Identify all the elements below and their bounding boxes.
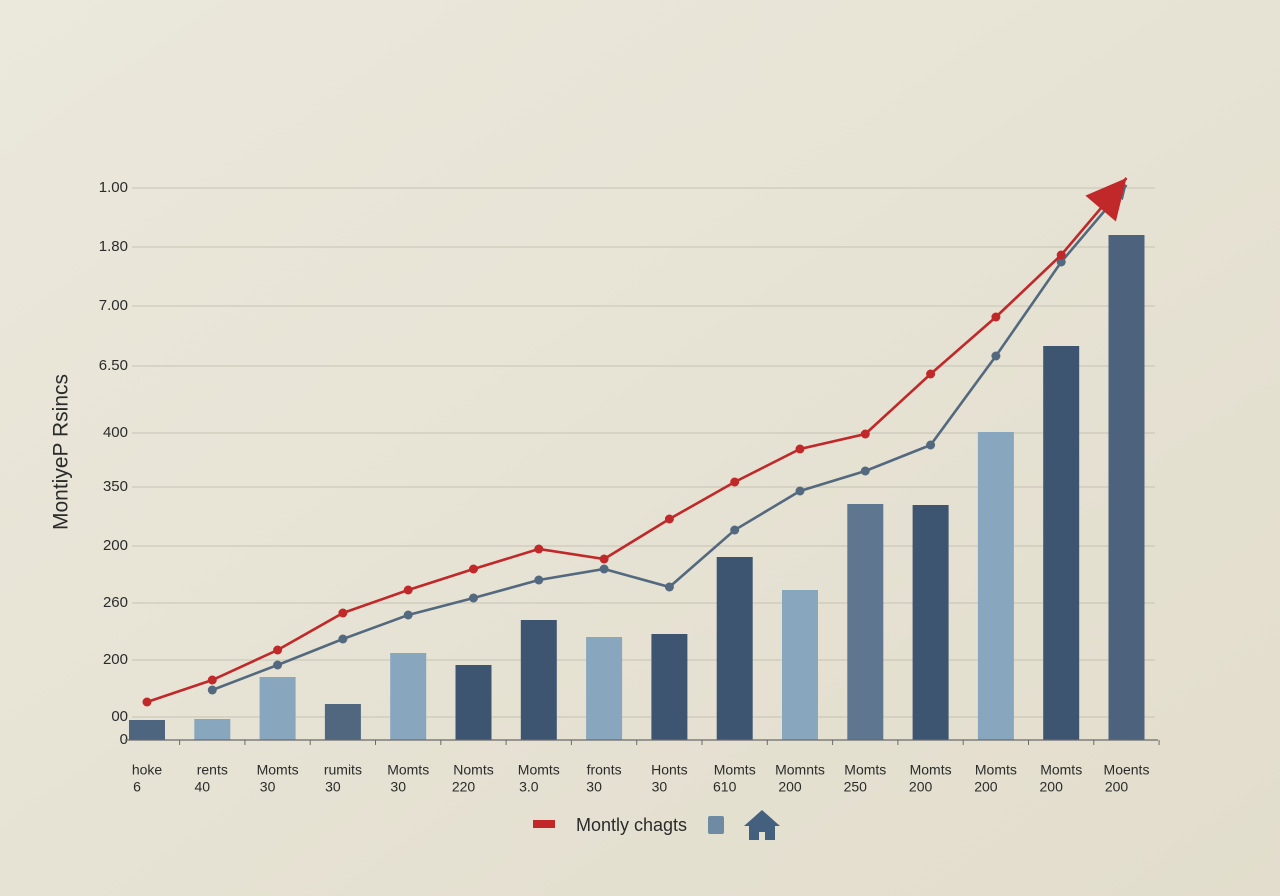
y-tick-label: 1.80	[99, 238, 128, 255]
point	[730, 525, 740, 535]
legend: Montly chagts	[533, 810, 780, 840]
x-tick-label: fronts	[587, 762, 622, 778]
bar	[1043, 346, 1080, 740]
bar	[324, 704, 361, 740]
point	[1056, 257, 1066, 267]
y-tick-label: 00	[111, 708, 128, 725]
bar	[586, 637, 623, 740]
x-tick-label: Momts	[518, 762, 560, 778]
y-tick-label: 0	[120, 731, 128, 748]
point	[534, 544, 544, 554]
x-tick-sublabel: 200	[909, 779, 933, 795]
point	[403, 585, 413, 595]
bar	[847, 504, 884, 740]
point	[338, 608, 348, 618]
point	[142, 697, 152, 707]
point	[403, 610, 413, 620]
bar	[520, 620, 557, 740]
y-tick-label: 400	[103, 424, 128, 441]
point	[273, 660, 283, 670]
y-tick-label: 1.00	[99, 179, 128, 196]
point	[207, 675, 217, 685]
x-tick-sublabel: 30	[652, 779, 668, 795]
arrowhead	[1085, 178, 1127, 222]
bar	[716, 557, 753, 740]
x-tick-sublabel: 200	[1105, 779, 1129, 795]
point	[273, 645, 283, 655]
bar	[390, 653, 427, 740]
x-tick-sublabel: 200	[778, 779, 802, 795]
point	[534, 575, 544, 585]
x-tick-sublabel: 6	[133, 779, 141, 795]
y-tick-label: 200	[103, 651, 128, 668]
bar	[912, 505, 949, 740]
x-tick-sublabel: 250	[844, 779, 868, 795]
bar	[455, 665, 492, 740]
point	[991, 351, 1001, 361]
point	[795, 486, 805, 496]
bar	[194, 719, 231, 740]
legend-icon	[708, 816, 724, 834]
x-tick-label: hoke	[132, 762, 163, 778]
y-tick-label: 200	[103, 537, 128, 554]
y-axis-title: MontiyeP Rsincs	[50, 374, 73, 530]
x-tick-sublabel: 30	[586, 779, 602, 795]
x-tick-label: Momts	[257, 762, 299, 778]
x-tick-label: Momts	[714, 762, 756, 778]
x-tick-label: rents	[197, 762, 228, 778]
point	[338, 634, 348, 644]
bar	[1108, 235, 1145, 740]
x-tick-sublabel: 3.0	[519, 779, 539, 795]
point	[599, 554, 609, 564]
point	[664, 514, 674, 524]
bar	[977, 432, 1014, 740]
x-tick-sublabel: 30	[325, 779, 341, 795]
point	[795, 444, 805, 454]
point	[730, 477, 740, 487]
y-tick-label: 7.00	[99, 297, 128, 314]
x-tick-label: Nomts	[453, 762, 493, 778]
point	[860, 429, 870, 439]
legend-swatch	[533, 820, 555, 828]
x-tick-sublabel: 610	[713, 779, 737, 795]
point	[1056, 250, 1066, 260]
x-tick-sublabel: 200	[1040, 779, 1064, 795]
x-tick-sublabel: 220	[452, 779, 476, 795]
x-tick-label: rumits	[324, 762, 362, 778]
legend-label: Montly chagts	[576, 815, 687, 835]
line	[146, 177, 1128, 704]
point	[207, 685, 217, 695]
y-tick-label: 350	[103, 478, 128, 495]
x-tick-label: Momts	[1040, 762, 1082, 778]
bar	[129, 720, 165, 740]
x-tick-sublabel: 40	[195, 779, 211, 795]
bar	[651, 634, 688, 740]
y-tick-label: 6.50	[99, 357, 128, 374]
y-tick-label: 260	[103, 594, 128, 611]
x-tick-label: Momts	[844, 762, 886, 778]
point	[664, 582, 674, 592]
x-tick-label: Momts	[975, 762, 1017, 778]
house-icon	[744, 810, 780, 840]
bar	[782, 590, 818, 740]
point	[860, 466, 870, 476]
point	[926, 369, 936, 379]
x-tick-label: Moents	[1104, 762, 1150, 778]
point	[469, 564, 478, 574]
x-tick-label: Momts	[910, 762, 952, 778]
x-tick-sublabel: 30	[390, 779, 406, 795]
x-tick-label: Momts	[387, 762, 429, 778]
point	[599, 564, 609, 574]
x-tick-sublabel: 30	[260, 779, 276, 795]
x-tick-label: Momnts	[775, 762, 825, 778]
point	[991, 312, 1001, 322]
x-tick-sublabel: 200	[974, 779, 998, 795]
bar	[259, 677, 296, 740]
point	[469, 593, 478, 603]
point	[926, 440, 936, 450]
x-tick-label: Honts	[651, 762, 688, 778]
